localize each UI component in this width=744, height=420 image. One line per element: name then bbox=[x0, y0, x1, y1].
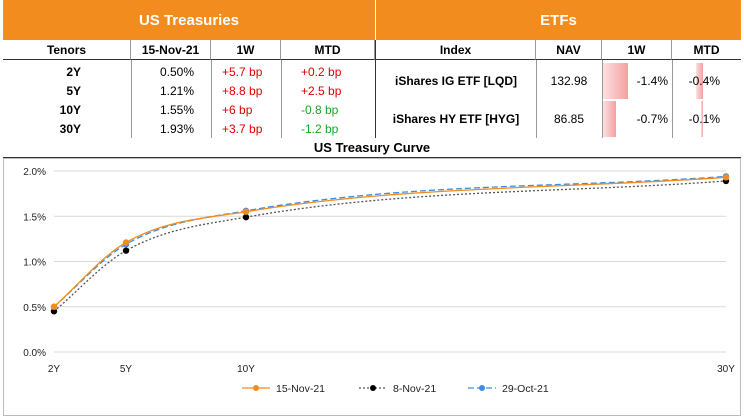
y-tick-label: 1.5% bbox=[23, 212, 46, 223]
legend-marker bbox=[479, 385, 485, 391]
legend-entry: 29-Oct-21 bbox=[468, 383, 549, 395]
yield-value: 1.21% bbox=[159, 83, 194, 98]
etf-nav: 86.85 bbox=[553, 112, 585, 126]
data-point bbox=[122, 239, 130, 246]
treasury-curve-chart: 0.0% 0.5% 1.0% 1.5% 2.0% 2Y 5Y 10Y 30Y 15-Nov-21 8… bbox=[23, 167, 735, 395]
y-tick-label: 1.0% bbox=[23, 258, 46, 269]
etf-name: iShares HY ETF [HYG] bbox=[392, 112, 520, 126]
data-point bbox=[242, 213, 250, 221]
data-point bbox=[722, 174, 730, 181]
tenor-label: 5Y bbox=[66, 83, 81, 98]
y-tick-label: 2.0% bbox=[23, 167, 46, 178]
etf-nav: 132.98 bbox=[550, 74, 588, 88]
legend-label: 29-Oct-21 bbox=[502, 383, 549, 395]
change-1w: +6 bp bbox=[222, 102, 253, 117]
change-1w: +8.8 bp bbox=[222, 83, 263, 98]
col-header-nav: NAV bbox=[536, 40, 602, 60]
etf-1w: -0.7% bbox=[636, 112, 668, 126]
col-header-date: 15-Nov-21 bbox=[131, 40, 211, 60]
col-header-index: Index bbox=[376, 40, 536, 60]
yield-value: 1.55% bbox=[159, 102, 194, 117]
treasuries-header: US Treasuries bbox=[3, 0, 375, 40]
y-tick-label: 0.0% bbox=[23, 348, 46, 359]
change-1w: +5.7 bp bbox=[222, 64, 263, 79]
change-mtd: -1.2 bp bbox=[301, 121, 339, 136]
tenor-label: 2Y bbox=[66, 64, 81, 79]
col-header-mtd: MTD bbox=[281, 40, 375, 60]
change-1w: +3.7 bp bbox=[222, 121, 263, 136]
yield-value: 0.50% bbox=[159, 64, 194, 79]
x-tick-label: 2Y bbox=[48, 364, 61, 375]
data-point bbox=[50, 303, 58, 310]
legend-label: 15-Nov-21 bbox=[276, 383, 325, 395]
series-line-15-Nov-21 bbox=[53, 176, 727, 308]
col-divider bbox=[602, 60, 603, 138]
col-header-1w: 1W bbox=[211, 40, 281, 60]
tenor-label: 30Y bbox=[59, 121, 81, 136]
legend-entry: 15-Nov-21 bbox=[242, 383, 325, 395]
col-divider bbox=[281, 60, 282, 138]
yield-value: 1.93% bbox=[159, 121, 194, 136]
etf-name: iShares IG ETF [LQD] bbox=[394, 74, 517, 88]
x-tick-label: 10Y bbox=[237, 364, 255, 375]
col-divider bbox=[131, 60, 132, 138]
etf-mtd: -0.4% bbox=[688, 74, 720, 88]
y-tick-label: 0.5% bbox=[23, 303, 46, 314]
col-divider bbox=[672, 60, 673, 138]
etf-1w: -1.4% bbox=[636, 74, 668, 88]
legend-entry: 8-Nov-21 bbox=[359, 383, 436, 395]
legend-marker bbox=[370, 385, 376, 391]
section-divider bbox=[375, 40, 376, 138]
legend-marker bbox=[253, 385, 259, 391]
etf-1w-bar bbox=[603, 101, 616, 137]
x-tick-label: 5Y bbox=[120, 364, 133, 375]
data-point bbox=[50, 308, 58, 315]
x-tick-label: 30Y bbox=[717, 364, 735, 375]
etf-mtd-bar bbox=[701, 101, 703, 137]
data-point bbox=[242, 208, 250, 215]
col-header-etf-mtd: MTD bbox=[672, 40, 741, 60]
etfs-header: ETFs bbox=[376, 0, 741, 40]
col-divider bbox=[211, 60, 212, 138]
col-divider bbox=[536, 60, 537, 138]
etf-mtd-bar bbox=[695, 63, 703, 99]
change-mtd: -0.8 bp bbox=[301, 102, 339, 117]
chart-area: 0.0% 0.5% 1.0% 1.5% 2.0% 2Y 5Y 10Y 30Y 15-Nov-21 8… bbox=[3, 158, 741, 416]
legend-label: 8-Nov-21 bbox=[393, 383, 436, 395]
chart-title: US Treasury Curve bbox=[3, 138, 741, 158]
data-point bbox=[122, 247, 130, 254]
change-mtd: +2.5 bp bbox=[301, 83, 342, 98]
change-mtd: +0.2 bp bbox=[301, 64, 342, 79]
etf-mtd: -0.1% bbox=[688, 112, 720, 126]
col-header-etf-1w: 1W bbox=[602, 40, 672, 60]
tenor-label: 10Y bbox=[59, 102, 81, 117]
series-line-8-Nov-21 bbox=[53, 180, 727, 312]
etf-1w-bar bbox=[603, 63, 629, 99]
col-header-tenors: Tenors bbox=[3, 40, 131, 60]
series-line-29-Oct-21 bbox=[53, 175, 727, 308]
